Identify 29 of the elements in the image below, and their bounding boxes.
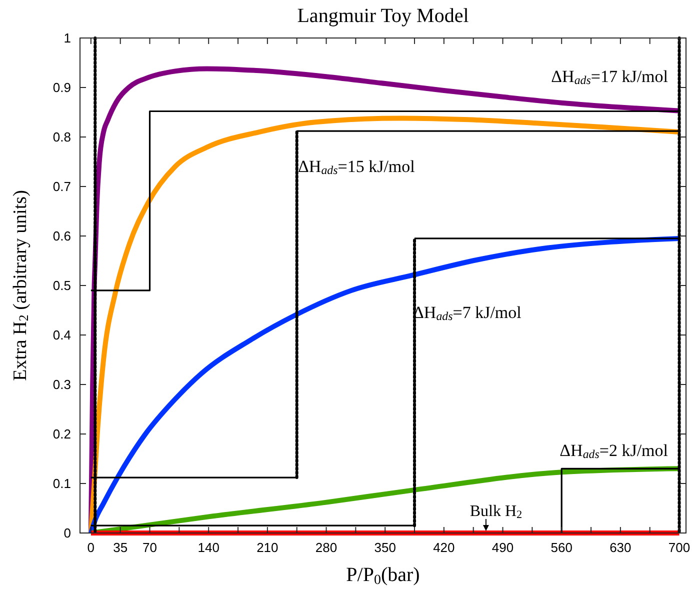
x-tick-label: 35 bbox=[113, 540, 128, 555]
x-axis-title: P/P$_{0}$(bar) bbox=[346, 564, 420, 588]
series-label: ΔH$_{ads}$=15 kJ/mol bbox=[298, 157, 416, 178]
x-tick-label: 70 bbox=[142, 540, 157, 555]
annotation: Bulk H$_{2}$ bbox=[470, 503, 522, 521]
x-tick-label: 630 bbox=[610, 540, 632, 555]
y-tick-label: 0.8 bbox=[52, 130, 71, 144]
x-tick-label: 0 bbox=[87, 540, 95, 555]
y-tick-label: 0.9 bbox=[52, 80, 71, 95]
series-label: ΔH$_{ads}$=17 kJ/mol bbox=[551, 67, 668, 88]
y-tick-label: 0.1 bbox=[52, 476, 71, 491]
y-tick-label: 0.4 bbox=[52, 328, 71, 342]
x-tick-label: 140 bbox=[198, 540, 220, 555]
x-tick-label: 280 bbox=[315, 540, 338, 555]
x-tick-label: 210 bbox=[256, 540, 278, 555]
x-tick-label: 490 bbox=[492, 540, 514, 555]
y-tick-label: 0.2 bbox=[52, 426, 71, 442]
x-tick-label: 420 bbox=[433, 540, 455, 555]
y-tick-label: 1 bbox=[64, 30, 71, 46]
series-label: ΔH$_{ads}$=2 kJ/mol bbox=[560, 441, 668, 462]
y-tick-label: 0.5 bbox=[52, 278, 71, 293]
y-tick-label: 0.6 bbox=[52, 228, 71, 244]
x-tick-label: 560 bbox=[550, 540, 572, 555]
x-tick-label: 350 bbox=[374, 540, 396, 555]
y-tick-label: 0.3 bbox=[52, 377, 71, 392]
y-tick-label: 0.7 bbox=[52, 179, 71, 194]
y-tick-label: 0 bbox=[64, 526, 71, 540]
x-tick-label: 700 bbox=[668, 540, 690, 555]
chart-title: Langmuir Toy Model bbox=[297, 5, 470, 27]
